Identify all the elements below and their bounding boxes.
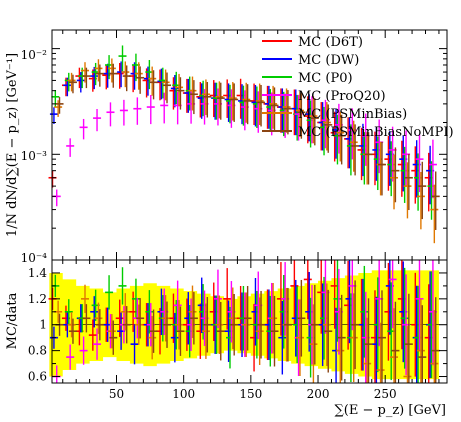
- x-tick-label: 150: [239, 387, 262, 401]
- x-tick-label: 50: [109, 387, 124, 401]
- legend-label-psminbias: MC (PSMinBias): [298, 107, 407, 122]
- ratio-y-tick-label: 0.6: [28, 370, 47, 384]
- ratio-panel: 0.6 0.8 1 1.2 1.4 50 100 150 200 250 MC/data ∑(E…: [5, 30, 448, 418]
- legend-label-dw: MC (DW): [298, 53, 359, 68]
- x-tick-label: 200: [307, 387, 330, 401]
- main-data-layer: [48, 45, 440, 244]
- ratio-y-tick-label: 1.4: [28, 266, 47, 280]
- ratio-frame: [51, 259, 448, 384]
- main-y-tick-label-1e-2: 10⁻²: [21, 48, 48, 62]
- main-y-tick-label-1e-3: 10⁻³: [21, 149, 48, 163]
- legend-label-psminbiasnompi: MC (PSMinBiasNoMPI): [298, 125, 454, 140]
- legend-label-d6t: MC (D6T): [298, 35, 363, 50]
- ratio-y-axis-title: MC/data: [5, 292, 20, 349]
- ratio-y-tick-label: 0.8: [28, 344, 47, 358]
- x-axis-title: ∑(E − p_z) [GeV]: [335, 403, 446, 418]
- main-panel: 10⁻² 10⁻³ 10⁻⁴ 1/N dN/d∑(E − p_z) [GeV⁻¹…: [5, 29, 454, 265]
- ratio-y-tick-label: 1: [39, 318, 47, 332]
- ratio-data-layer: [48, 260, 440, 383]
- ratio-y-ticks: 0.6 0.8 1 1.2 1.4: [28, 266, 447, 384]
- legend-label-proq20: MC (ProQ20): [298, 89, 386, 104]
- x-tick-label: 100: [172, 387, 195, 401]
- main-y-axis-title: 1/N dN/d∑(E − p_z) [GeV⁻¹]: [5, 53, 20, 237]
- ratio-x-ticks: 50 100 150 200 250: [62, 30, 440, 401]
- ratio-y-tick-label: 1.2: [28, 292, 47, 306]
- legend-label-p0: MC (P0): [298, 71, 353, 86]
- x-tick-label: 250: [374, 387, 397, 401]
- main-y-tick-label-1e-4: 10⁻⁴: [21, 251, 48, 265]
- legend: MC (D6T) MC (DW) MC (P0) MC (ProQ20) MC …: [262, 35, 454, 140]
